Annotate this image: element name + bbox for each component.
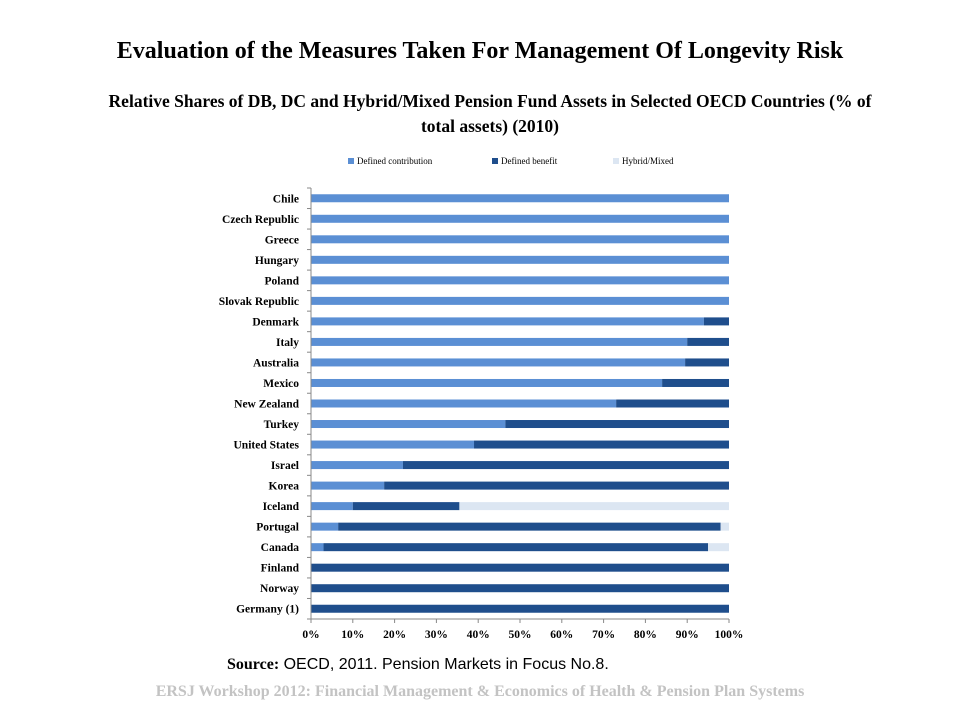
- legend-swatch: [613, 158, 619, 164]
- source-citation: Source: OECD, 2011. Pension Markets in F…: [227, 656, 609, 674]
- bar-segment: [720, 522, 729, 531]
- x-tick-label: 30%: [425, 629, 448, 641]
- chart-title: Relative Shares of DB, DC and Hybrid/Mix…: [108, 91, 872, 136]
- category-label: Greece: [265, 234, 299, 246]
- bar-segment: [311, 255, 729, 264]
- category-label: Hungary: [255, 255, 299, 267]
- bar-segment: [474, 440, 729, 449]
- footer-text: ERSJ Workshop 2012: Financial Management…: [155, 683, 805, 700]
- bar-segment: [505, 420, 729, 429]
- bar-segment: [311, 358, 686, 367]
- bar-segment: [311, 420, 506, 429]
- category-label: Australia: [253, 357, 299, 369]
- bar-segment: [459, 502, 729, 511]
- chart-axes: Chile Czech Republic Greece Hungary Poland Sl…: [219, 187, 744, 641]
- category-label: Chile: [273, 193, 299, 205]
- x-tick-label: 10%: [341, 629, 364, 641]
- bar-segment: [311, 563, 729, 572]
- bar-segment: [703, 317, 729, 326]
- category-label: Czech Republic: [222, 214, 299, 226]
- category-label: United States: [234, 440, 300, 452]
- category-label: Italy: [276, 337, 299, 349]
- bar-segment: [311, 604, 729, 613]
- bar-segment: [311, 194, 729, 203]
- category-label: Turkey: [264, 419, 300, 431]
- source-text: OECD, 2011. Pension Markets in Focus No.…: [283, 656, 609, 673]
- bar-segment: [311, 276, 729, 285]
- category-label: New Zealand: [234, 399, 299, 411]
- x-tick-label: 90%: [676, 629, 699, 641]
- legend-swatch: [492, 158, 498, 164]
- bar-segment: [402, 461, 729, 470]
- category-label: Poland: [264, 275, 299, 287]
- category-label: Iceland: [263, 501, 300, 513]
- x-tick-label: 80%: [634, 629, 657, 641]
- category-label: Canada: [261, 542, 300, 554]
- source-label: Source:: [227, 656, 280, 673]
- bar-segment: [311, 235, 729, 244]
- bar-segment: [311, 502, 353, 511]
- chart-bars: [311, 194, 729, 613]
- legend-label: Defined benefit: [501, 156, 558, 166]
- bar-segment: [311, 337, 688, 346]
- category-label: Germany (1): [236, 604, 299, 616]
- chart-legend: Defined contribution Defined benefit Hybri…: [348, 156, 674, 166]
- legend-label: Defined contribution: [357, 156, 433, 166]
- bar-segment: [311, 584, 729, 593]
- bar-segment: [311, 440, 475, 449]
- bar-segment: [662, 378, 729, 387]
- x-tick-label: 60%: [550, 629, 573, 641]
- bar-segment: [687, 337, 729, 346]
- bar-segment: [708, 543, 729, 552]
- bar-segment: [338, 522, 721, 531]
- bar-segment: [311, 378, 663, 387]
- slide-title: Evaluation of the Measures Taken For Man…: [116, 38, 844, 64]
- legend-label: Hybrid/Mixed: [622, 156, 674, 166]
- category-label: Slovak Republic: [219, 296, 299, 308]
- category-label: Korea: [269, 481, 300, 493]
- category-label: Norway: [260, 583, 299, 595]
- bar-segment: [352, 502, 460, 511]
- category-label: Portugal: [256, 522, 299, 534]
- legend-swatch: [348, 158, 354, 164]
- bar-segment: [384, 481, 729, 490]
- x-tick-label: 50%: [509, 629, 532, 641]
- bar-segment: [323, 543, 709, 552]
- x-tick-label: 40%: [467, 629, 490, 641]
- bar-segment: [616, 399, 729, 408]
- bar-segment: [311, 522, 339, 531]
- category-label: Finland: [261, 563, 300, 575]
- bar-segment: [311, 317, 704, 326]
- bar-segment: [311, 461, 403, 470]
- x-tick-label: 0%: [302, 629, 319, 641]
- bar-segment: [311, 481, 385, 490]
- x-tick-label: 70%: [592, 629, 615, 641]
- bar-segment: [311, 296, 729, 305]
- category-label: Mexico: [263, 378, 299, 390]
- bar-segment: [311, 214, 729, 223]
- x-tick-label: 100%: [715, 629, 744, 641]
- category-label: Israel: [271, 460, 299, 472]
- bar-segment: [311, 543, 324, 552]
- x-tick-label: 20%: [383, 629, 406, 641]
- bar-segment: [311, 399, 617, 408]
- category-label: Denmark: [252, 316, 299, 328]
- bar-segment: [685, 358, 729, 367]
